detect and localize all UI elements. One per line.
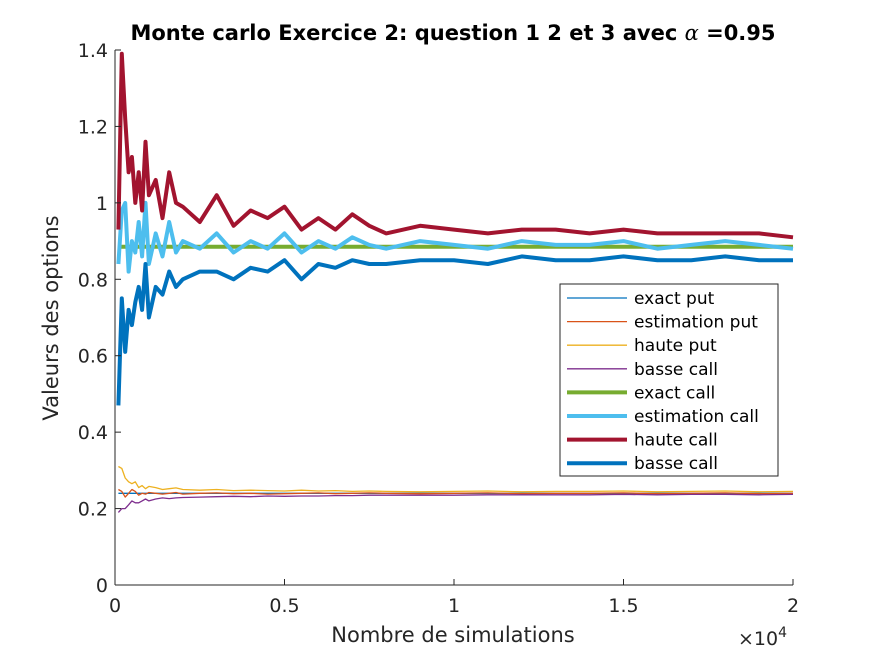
x-axis-multiplier: ×104 [738, 625, 787, 650]
legend-label: haute call [634, 431, 718, 451]
legend-label: basse call [634, 360, 718, 380]
series-line-3 [117, 493, 794, 513]
x-tick-label: 0 [109, 595, 121, 617]
series-line-6 [116, 51, 794, 240]
legend-label: estimation call [634, 407, 759, 427]
legend-box [559, 283, 779, 477]
x-tick-label: 2 [787, 595, 799, 617]
legend-label: exact put [634, 289, 715, 309]
legend-label: basse call [634, 454, 718, 474]
series-line-2 [118, 465, 794, 493]
series-line-5 [116, 200, 794, 274]
y-tick-label: 0.8 [78, 269, 108, 291]
series-line-1 [118, 488, 794, 498]
legend-label: haute put [634, 336, 717, 356]
x-tick-label: 1 [448, 595, 460, 617]
x-tick-label: 1.5 [608, 595, 638, 617]
plot-area: 0 0.2 0.4 0.6 0.8 1 1.2 1.4 0 0.5 1 1.5 2 exact put es… [78, 40, 799, 617]
y-tick-label: 0 [96, 575, 108, 597]
chart-title: Monte carlo Exercice 2: question 1 2 et … [130, 21, 775, 45]
legend-label: estimation put [634, 313, 758, 333]
y-tick-label: 0.6 [78, 346, 108, 368]
y-tick-label: 1.2 [78, 116, 108, 138]
x-tick-label: 0.5 [269, 595, 299, 617]
y-tick-label: 1 [96, 193, 108, 215]
y-tick-label: 1.4 [78, 40, 108, 62]
y-axis-label: Valeurs des options [39, 215, 63, 420]
y-tick-label: 0.4 [78, 422, 108, 444]
y-tick-label: 0.2 [78, 499, 108, 521]
x-axis-label: Nombre de simulations [331, 623, 574, 647]
legend-label: exact call [634, 383, 715, 403]
series-line-7 [116, 254, 793, 406]
